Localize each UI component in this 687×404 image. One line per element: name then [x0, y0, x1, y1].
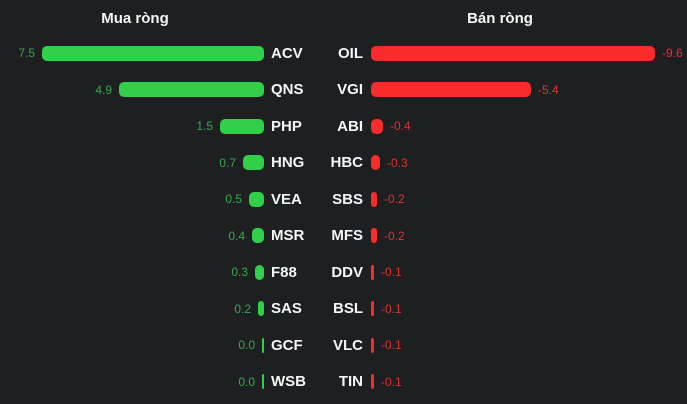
buy-ticker-label: MSR — [271, 227, 305, 245]
sell-value-label: -0.1 — [381, 301, 402, 316]
chart-rows: 7.5 ACV OIL -9.6 4.9 QNS VGI -5.4 1.5 PHP ABI -0.4 0… — [0, 35, 687, 400]
sell-bar[interactable] — [371, 191, 377, 207]
sell-ticker-label: DDV — [331, 263, 363, 281]
buy-bar[interactable] — [119, 82, 264, 98]
sell-bar[interactable] — [371, 45, 655, 61]
buy-bar[interactable] — [220, 118, 264, 134]
buy-bar-area: 0.2 — [0, 301, 264, 317]
buy-value-label: 0.4 — [228, 228, 245, 243]
sell-ticker-label: BSL — [333, 300, 363, 318]
sell-ticker-label: OIL — [338, 44, 363, 62]
sell-ticker-label: MFS — [331, 227, 363, 245]
buy-panel-title: Mua ròng — [101, 10, 169, 27]
buy-bar[interactable] — [249, 191, 264, 207]
sell-value-label: -9.6 — [662, 46, 683, 61]
sell-bar[interactable] — [371, 301, 374, 317]
sell-value-label: -0.1 — [381, 338, 402, 353]
sell-bar-area: -0.2 — [371, 191, 687, 207]
chart-headers: Mua ròng Bán ròng — [0, 0, 687, 35]
buy-bar[interactable] — [252, 228, 264, 244]
sell-value-label: -0.4 — [390, 119, 411, 134]
buy-ticker-label: GCF — [271, 336, 303, 354]
sell-bar[interactable] — [371, 264, 374, 280]
chart-row: 0.0 GCF VLC -0.1 — [0, 327, 687, 364]
buy-ticker-label: ACV — [271, 44, 303, 62]
buy-bar[interactable] — [262, 337, 264, 353]
sell-bar-area: -0.4 — [371, 118, 687, 134]
buy-value-label: 0.0 — [238, 374, 255, 389]
sell-ticker-label: ABI — [337, 117, 363, 135]
buy-value-label: 0.0 — [238, 338, 255, 353]
buy-bar-area: 0.0 — [0, 337, 264, 353]
chart-row: 1.5 PHP ABI -0.4 — [0, 108, 687, 145]
chart-row: 0.7 HNG HBC -0.3 — [0, 145, 687, 182]
sell-bar-area: -0.1 — [371, 374, 687, 390]
sell-value-label: -0.2 — [384, 228, 405, 243]
buy-bar-area: 7.5 — [0, 45, 264, 61]
sell-value-label: -0.1 — [381, 265, 402, 280]
chart-row: 0.5 VEA SBS -0.2 — [0, 181, 687, 218]
sell-value-label: -5.4 — [538, 82, 559, 97]
chart-row: 0.4 MSR MFS -0.2 — [0, 218, 687, 255]
buy-bar[interactable] — [243, 155, 264, 171]
sell-bar[interactable] — [371, 82, 531, 98]
buy-value-label: 4.9 — [95, 82, 112, 97]
buy-bar[interactable] — [42, 45, 264, 61]
sell-bar-area: -9.6 — [371, 45, 687, 61]
sell-bar[interactable] — [371, 118, 383, 134]
sell-bar[interactable] — [371, 337, 374, 353]
chart-row: 0.3 F88 DDV -0.1 — [0, 254, 687, 291]
buy-bar-area: 0.5 — [0, 191, 264, 207]
buy-ticker-label: VEA — [271, 190, 302, 208]
sell-ticker-label: VLC — [333, 336, 363, 354]
sell-bar-area: -0.3 — [371, 155, 687, 171]
buy-bar[interactable] — [258, 301, 264, 317]
sell-bar[interactable] — [371, 228, 377, 244]
sell-ticker-label: HBC — [330, 154, 364, 172]
buy-bar[interactable] — [255, 264, 264, 280]
buy-value-label: 1.5 — [196, 119, 213, 134]
sell-bar[interactable] — [371, 155, 380, 171]
chart-row: 0.0 WSB TIN -0.1 — [0, 364, 687, 401]
buy-ticker-label: SAS — [271, 300, 302, 318]
buy-value-label: 0.2 — [234, 301, 251, 316]
sell-bar-area: -0.1 — [371, 264, 687, 280]
buy-ticker-label: HNG — [271, 154, 305, 172]
buy-bar-area: 4.9 — [0, 82, 264, 98]
chart-row: 4.9 QNS VGI -5.4 — [0, 72, 687, 109]
chart-row: 0.2 SAS BSL -0.1 — [0, 291, 687, 328]
buy-bar-area: 0.7 — [0, 155, 264, 171]
buy-value-label: 0.5 — [225, 192, 242, 207]
sell-value-label: -0.1 — [381, 374, 402, 389]
buy-value-label: 0.3 — [231, 265, 248, 280]
buy-bar-area: 0.3 — [0, 264, 264, 280]
buy-bar-area: 1.5 — [0, 118, 264, 134]
buy-ticker-label: WSB — [271, 373, 306, 391]
buy-ticker-label: PHP — [271, 117, 302, 135]
sell-bar-area: -0.2 — [371, 228, 687, 244]
sell-value-label: -0.3 — [387, 155, 408, 170]
sell-ticker-label: VGI — [337, 81, 363, 99]
buy-bar[interactable] — [262, 374, 264, 390]
chart-row: 7.5 ACV OIL -9.6 — [0, 35, 687, 72]
sell-bar-area: -0.1 — [371, 301, 687, 317]
sell-ticker-label: SBS — [332, 190, 363, 208]
sell-bar[interactable] — [371, 374, 374, 390]
sell-bar-area: -0.1 — [371, 337, 687, 353]
buy-ticker-label: F88 — [271, 263, 297, 281]
sell-bar-area: -5.4 — [371, 82, 687, 98]
sell-ticker-label: TIN — [338, 373, 363, 391]
buy-bar-area: 0.4 — [0, 228, 264, 244]
buy-value-label: 7.5 — [18, 46, 35, 61]
sell-panel-title: Bán ròng — [467, 10, 533, 27]
buy-bar-area: 0.0 — [0, 374, 264, 390]
buy-value-label: 0.7 — [219, 155, 236, 170]
buy-ticker-label: QNS — [271, 81, 304, 99]
sell-value-label: -0.2 — [384, 192, 405, 207]
